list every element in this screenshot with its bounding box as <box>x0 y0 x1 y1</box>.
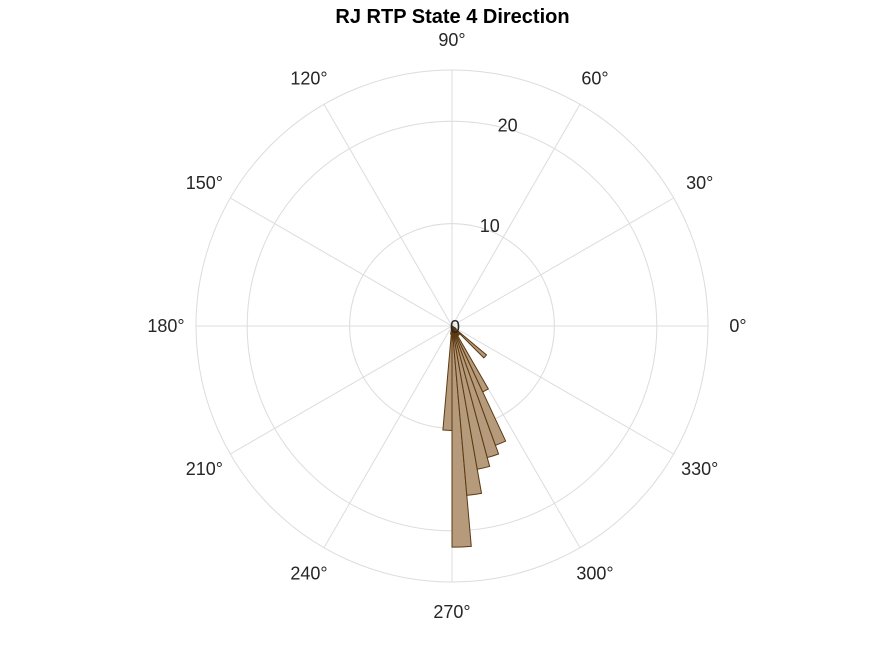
radial-tick-label: 20 <box>498 115 518 135</box>
angular-gridline <box>230 325 453 455</box>
angle-tick-label: 180° <box>147 316 184 336</box>
angle-tick-label: 240° <box>290 564 327 584</box>
angle-tick-label: 30° <box>686 173 713 193</box>
angle-tick-label: 0° <box>729 316 746 336</box>
tick-labels: 0° 30° 60° 90° 120° 150° 180° 210° 240° 270° 300° 3… <box>147 30 746 622</box>
angle-tick-label: 270° <box>433 602 470 622</box>
angle-tick-label: 60° <box>581 68 608 88</box>
polar-grid <box>195 69 709 583</box>
angular-gridline <box>323 104 453 327</box>
angular-gridline <box>451 197 674 327</box>
histogram-bar <box>451 325 488 359</box>
angle-tick-label: 210° <box>186 459 223 479</box>
angle-tick-label: 120° <box>290 68 327 88</box>
angular-gridline <box>451 104 581 327</box>
histogram-bar <box>451 325 457 330</box>
angular-gridline <box>230 197 453 327</box>
angle-tick-label: 300° <box>576 564 613 584</box>
angular-gridline <box>323 325 453 548</box>
angle-tick-label: 330° <box>681 459 718 479</box>
angle-tick-label: 90° <box>438 30 465 50</box>
angle-tick-label: 150° <box>186 173 223 193</box>
histogram-bar <box>451 325 490 393</box>
histogram-bar <box>442 325 453 431</box>
histogram-bars <box>442 325 507 548</box>
chart-title: RJ RTP State 4 Direction <box>335 6 570 28</box>
radial-tick-label: 0 <box>450 317 460 337</box>
angular-gridline <box>451 325 674 455</box>
radial-tick-label: 10 <box>480 216 500 236</box>
